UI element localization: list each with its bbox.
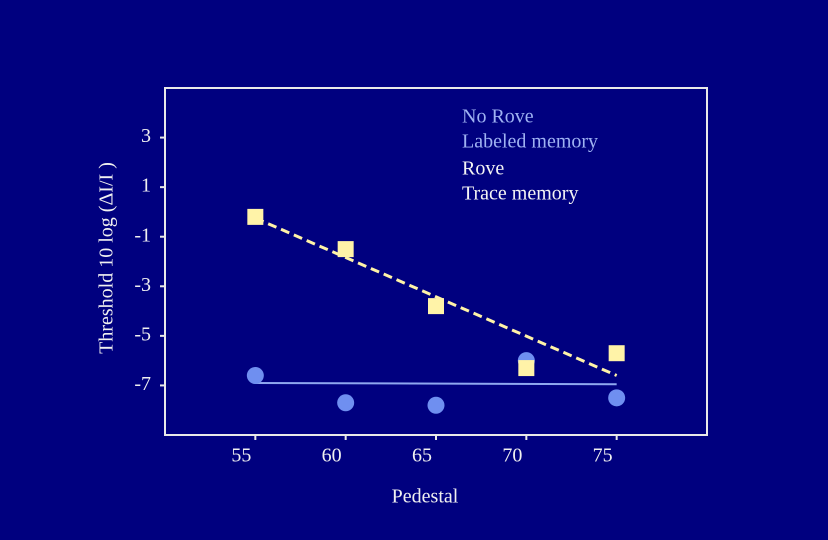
x-tick-label: 65 [412,445,432,467]
point [518,360,535,377]
fit-line [255,381,617,386]
point [427,396,445,414]
fit-line [254,216,618,377]
legend-label: No Rove [462,106,534,128]
y-axis-label: Threshold 10 log (ΔI/I ) [96,162,118,354]
point [608,389,626,407]
point [608,345,625,362]
y-tick-label: -3 [134,274,151,296]
legend-label: Rove [462,158,504,180]
point [337,241,354,258]
point [428,298,444,315]
x-tick-label: 55 [231,445,251,467]
y-tick-label: 1 [141,175,151,197]
x-tick-label: 60 [322,445,342,467]
point [247,208,264,225]
y-tick-label: -7 [134,373,151,395]
x-tick-label: 70 [502,445,522,467]
x-tick-label: 75 [593,445,613,467]
y-tick-label: -5 [134,323,151,345]
legend-description: Labeled memory [462,131,598,153]
y-tick-label: -1 [134,224,151,246]
x-axis-label: Pedestal [392,486,459,508]
point [246,367,264,385]
point [337,394,355,412]
y-tick-label: 3 [141,125,151,147]
legend-description: Trace memory [462,183,578,205]
